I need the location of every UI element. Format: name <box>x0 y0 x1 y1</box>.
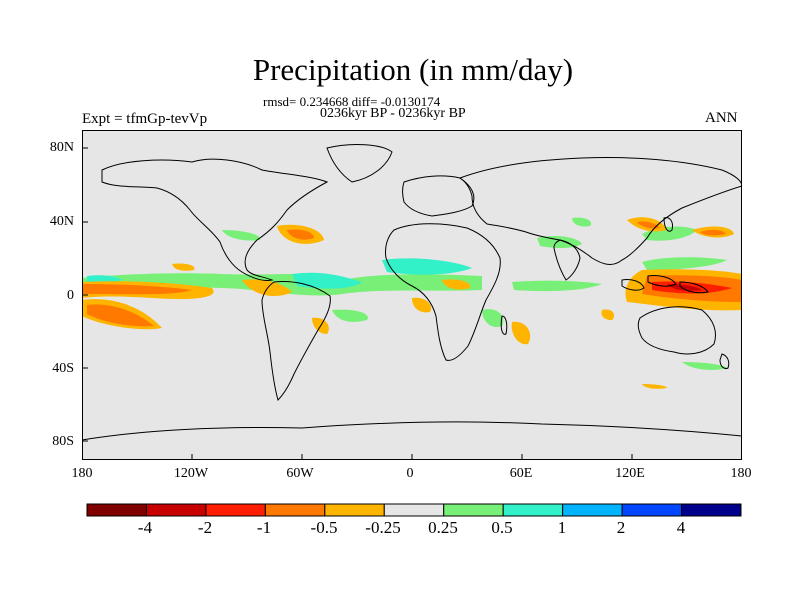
colorbar-label-p4: 4 <box>676 518 686 537</box>
colorbar-box <box>264 503 326 517</box>
lat-label-40n: 40N <box>49 214 74 229</box>
colorbar-box <box>205 503 266 517</box>
lon-label-0: 0 <box>406 466 414 481</box>
lon-label-60e: 60E <box>509 466 533 481</box>
lat-label-0: 0 <box>67 288 74 303</box>
colorbar-box <box>443 503 504 517</box>
lon-label-180e: 180 <box>730 466 752 481</box>
stats-line: rmsd= 0.234668 diff= -0.0130174 <box>263 94 441 109</box>
map-ticks <box>82 147 633 460</box>
precipitation-map <box>82 130 742 460</box>
experiment-label: Expt = tfmGp-tevVp <box>82 111 208 127</box>
colorbar-box <box>324 503 385 517</box>
colorbar-label-m2: -2 <box>197 518 213 537</box>
colorbar-label-m025: -0.25 <box>365 518 401 537</box>
plot-title: Precipitation (in mm/day) <box>252 52 574 87</box>
lat-label-80n: 80N <box>49 140 74 155</box>
lat-label-40s: 40S <box>52 361 74 376</box>
colorbar-box <box>383 503 445 517</box>
colorbar-label-p2: 2 <box>616 518 626 537</box>
colorbar <box>86 503 742 517</box>
colorbar-box <box>145 503 207 517</box>
season-label: ANN <box>705 110 738 126</box>
colorbar-label-m1: -1 <box>256 518 272 537</box>
anomaly-contours <box>82 217 742 389</box>
colorbar-label-m4: -4 <box>137 518 153 537</box>
coastlines <box>82 144 742 441</box>
colorbar-label-p025: 0.25 <box>428 518 458 537</box>
colorbar-box <box>681 503 742 517</box>
colorbar-label-p1: 1 <box>557 518 567 537</box>
lon-label-120e: 120E <box>615 466 645 481</box>
lon-label-120w: 120W <box>173 466 209 481</box>
colorbar-box <box>502 503 564 517</box>
lon-label-180w: 180 <box>71 466 93 481</box>
lon-label-60w: 60W <box>286 466 314 481</box>
colorbar-box <box>562 503 623 517</box>
colorbar-box <box>621 503 683 517</box>
period-line: 0236kyr BP - 0236kyr BP <box>320 106 466 121</box>
colorbar-box <box>86 503 147 517</box>
colorbar-label-m05: -0.5 <box>310 518 338 537</box>
lat-label-80s: 80S <box>52 434 74 449</box>
colorbar-label-p05: 0.5 <box>491 518 513 537</box>
